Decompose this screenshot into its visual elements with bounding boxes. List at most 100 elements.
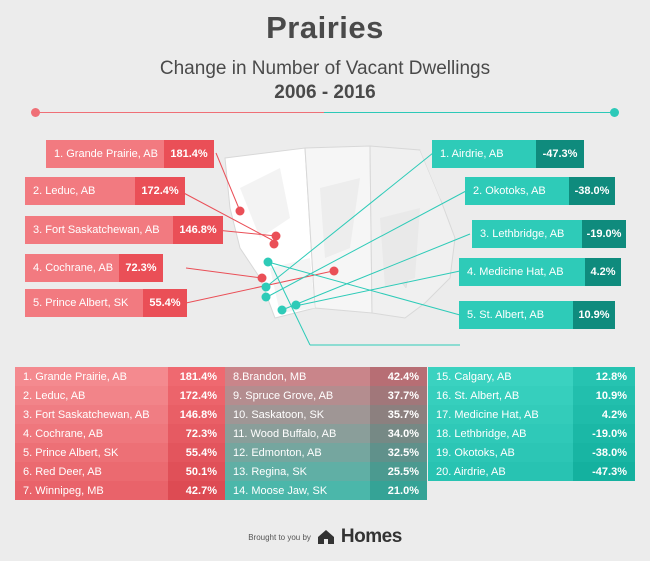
connector-lethbridge [281,233,471,311]
callout-label: 2. Okotoks, AB [465,177,569,205]
table-row: 14. Moose Jaw, SK 21.0% [225,481,427,500]
row-label: 16. St. Albert, AB [428,386,573,405]
table-row: 11. Wood Buffalo, AB 34.0% [225,424,427,443]
callout-value: -47.3% [536,140,584,168]
brought-to-you-by: Brought to you by [248,532,311,542]
callout-left-3: 3. Fort Saskatchewan, AB 146.8% [25,216,223,244]
row-value: 12.8% [572,367,635,386]
callout-label: 3. Lethbridge, AB [472,220,582,248]
row-value: 50.1% [167,462,225,481]
row-label: 12. Edmonton, AB [225,443,370,462]
row-label: 5. Prince Albert, SK [15,443,168,462]
table-row: 8.Brandon, MB 42.4% [225,367,427,386]
footer: Brought to you by Homes [0,526,650,548]
house-logo-icon [317,530,334,544]
row-value: 32.5% [369,443,427,462]
connector-airdrie [265,152,434,288]
callout-value: 146.8% [173,216,223,244]
callout-value: 172.4% [135,177,185,205]
facet-shading-1 [240,168,290,238]
table-row: 17. Medicine Hat, AB 4.2% [428,405,635,424]
row-value: 21.0% [369,481,427,500]
row-value: 25.5% [369,462,427,481]
marker-prince-albert [329,266,339,276]
ranking-table-column-3: 15. Calgary, AB 12.8% 16. St. Albert, AB 10… [428,367,635,481]
callout-value: -38.0% [569,177,615,205]
table-row: 2. Leduc, AB 172.4% [15,386,225,405]
row-value: -47.3% [572,462,635,481]
row-label: 8.Brandon, MB [225,367,370,386]
row-value: 35.7% [369,405,427,424]
row-value: 172.4% [167,386,225,405]
table-row: 3. Fort Saskatchewan, AB 146.8% [15,405,225,424]
table-row: 4. Cochrane, AB 72.3% [15,424,225,443]
ranking-table-column-1: 1. Grande Prairie, AB 181.4% 2. Leduc, AB 1… [15,367,225,500]
callout-right-1: 1. Airdrie, AB -47.3% [432,140,584,168]
callout-right-4: 4. Medicine Hat, AB 4.2% [459,258,621,286]
row-value: 72.3% [167,424,225,443]
marker-st-albert [263,257,273,267]
row-label: 13. Regina, SK [225,462,370,481]
row-label: 15. Calgary, AB [428,367,573,386]
connector-grande-prairie [215,152,241,212]
callout-value: -19.0% [582,220,626,248]
callout-label: 5. Prince Albert, SK [25,289,143,317]
callout-left-2: 2. Leduc, AB 172.4% [25,177,185,205]
ranking-table-column-2: 8.Brandon, MB 42.4% 9. Spruce Grove, AB 37.… [225,367,427,500]
callout-label: 5. St. Albert, AB [459,301,573,329]
table-row: 10. Saskatoon, SK 35.7% [225,405,427,424]
callout-label: 2. Leduc, AB [25,177,135,205]
callout-value: 55.4% [143,289,187,317]
row-label: 20. Airdrie, AB [428,462,573,481]
marker-okotoks [261,292,271,302]
row-label: 14. Moose Jaw, SK [225,481,370,500]
table-row: 7. Winnipeg, MB 42.7% [15,481,225,500]
table-row: 9. Spruce Grove, AB 37.7% [225,386,427,405]
table-row: 15. Calgary, AB 12.8% [428,367,635,386]
callout-left-1: 1. Grande Prairie, AB 181.4% [46,140,214,168]
callout-label: 1. Grande Prairie, AB [46,140,164,168]
row-value: 10.9% [572,386,635,405]
callout-value: 4.2% [585,258,621,286]
row-value: 34.0% [369,424,427,443]
row-label: 2. Leduc, AB [15,386,168,405]
table-row: 5. Prince Albert, SK 55.4% [15,443,225,462]
prairies-map [224,145,458,319]
marker-lethbridge [277,305,287,315]
row-value: 146.8% [167,405,225,424]
row-label: 19. Okotoks, AB [428,443,573,462]
marker-cochrane [257,273,267,283]
table-row: 19. Okotoks, AB -38.0% [428,443,635,462]
connector-medicine-hat [299,270,461,306]
divider-right [324,112,614,113]
marker-fort-sask [271,231,281,241]
facet-shading-3 [380,208,420,288]
row-value: 181.4% [167,367,225,386]
table-row: 20. Airdrie, AB -47.3% [428,462,635,481]
row-label: 1. Grande Prairie, AB [15,367,168,386]
callout-label: 3. Fort Saskatchewan, AB [25,216,173,244]
brand-name: Homes [340,526,402,547]
page-subtitle: Change in Number of Vacant Dwellings [159,58,491,79]
row-label: 18. Lethbridge, AB [428,424,573,443]
table-row: 18. Lethbridge, AB -19.0% [428,424,635,443]
table-row: 6. Red Deer, AB 50.1% [15,462,225,481]
facet-shading-2 [320,178,360,258]
connector-cochrane [185,267,263,279]
hudson-bay-water [420,148,458,228]
row-label: 9. Spruce Grove, AB [225,386,370,405]
callout-value: 72.3% [119,254,163,282]
row-label: 11. Wood Buffalo, AB [225,424,370,443]
connector-st-albert-down [269,261,311,346]
row-label: 7. Winnipeg, MB [15,481,168,500]
row-label: 3. Fort Saskatchewan, AB [15,405,168,424]
marker-medicine-hat [291,300,301,310]
callout-value: 181.4% [164,140,214,168]
connector-okotoks [266,190,467,298]
row-label: 6. Red Deer, AB [15,462,168,481]
divider-dot-left [31,108,40,117]
year-range: 2006 - 2016 [274,82,376,103]
divider-left [36,112,324,113]
marker-airdrie [261,282,271,292]
